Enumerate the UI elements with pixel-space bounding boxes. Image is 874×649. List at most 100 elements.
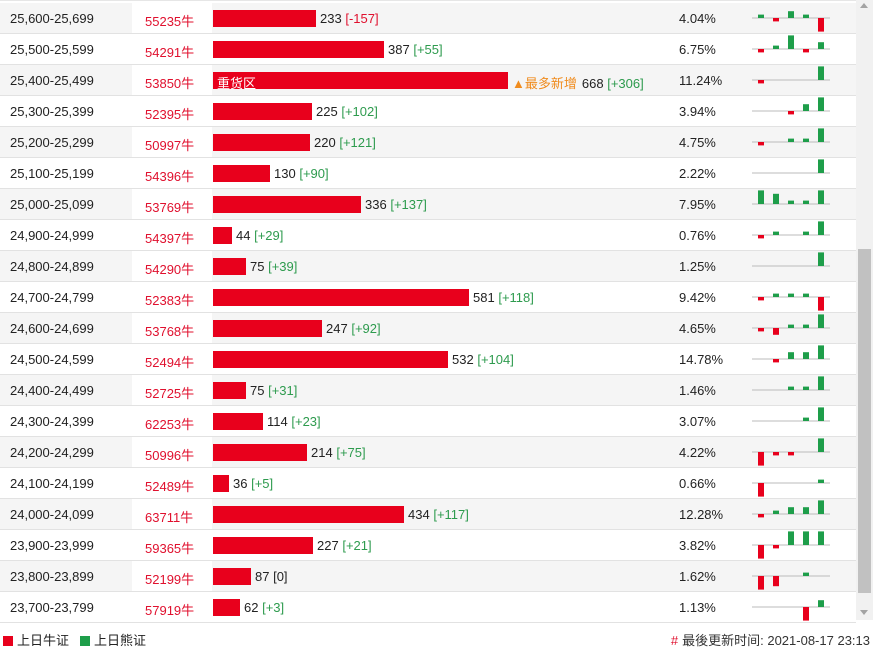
count-text: 227 [+21] — [317, 538, 372, 553]
count-change: [+23] — [291, 414, 321, 429]
table-row[interactable]: 23,700-23,799 57919牛 62 [+3] 1.13% — [0, 592, 856, 623]
count-text: 62 [+3] — [244, 600, 284, 615]
scroll-down-arrow-icon[interactable] — [860, 610, 868, 615]
table-row[interactable]: 24,300-24,399 62253牛 114 [+23] 3.07% — [0, 406, 856, 437]
legend-bull-label: 上日牛证 — [17, 633, 70, 648]
count-text: 44 [+29] — [236, 228, 283, 243]
warrant-code[interactable]: 53769牛 — [145, 200, 195, 215]
count-bar: 重货区 — [213, 72, 508, 91]
table-row[interactable]: 25,600-25,699 55235牛 233 [-157] 4.04% — [0, 3, 856, 34]
warrant-code[interactable]: 52199牛 — [145, 572, 195, 587]
trend-sparkline — [752, 293, 830, 311]
warrant-code[interactable]: 54396牛 — [145, 169, 195, 184]
code-cell: 57919牛 — [132, 592, 212, 622]
count-change: [+75] — [336, 445, 366, 460]
sparkline-bar — [818, 600, 824, 607]
count-value: 75 — [250, 383, 265, 398]
count-value: 227 — [317, 538, 339, 553]
percentage: 3.94% — [679, 104, 716, 119]
sparkline-bar — [818, 42, 824, 49]
scrollbar-thumb[interactable] — [858, 249, 871, 593]
table-row[interactable]: 23,800-23,899 52199牛 87 [0] 1.62% — [0, 561, 856, 592]
sparkline-bar — [758, 483, 764, 497]
table-row[interactable]: 24,100-24,199 52489牛 36 [+5] 0.66% — [0, 468, 856, 499]
price-range: 23,800-23,899 — [10, 569, 94, 584]
sparkline-bar — [803, 352, 809, 359]
count-bar — [213, 444, 307, 461]
percentage: 7.95% — [679, 197, 716, 212]
sparkline-bar — [818, 438, 824, 452]
count-change: [+137] — [390, 197, 427, 212]
count-change: [+31] — [268, 383, 298, 398]
table-row[interactable]: 24,800-24,899 54290牛 75 [+39] 1.25% — [0, 251, 856, 282]
sparkline-bar — [818, 314, 824, 328]
sparkline-bar — [788, 111, 794, 115]
warrant-code[interactable]: 59365牛 — [145, 541, 195, 556]
sparkline-bar — [773, 18, 779, 22]
table-row[interactable]: 25,200-25,299 50997牛 220 [+121] 4.75% — [0, 127, 856, 158]
scroll-up-arrow-icon[interactable] — [860, 3, 868, 8]
warrant-code[interactable]: 53850牛 — [145, 76, 195, 91]
warrant-code[interactable]: 54290牛 — [145, 262, 195, 277]
warrant-code[interactable]: 52494牛 — [145, 355, 195, 370]
sparkline-bar — [758, 297, 764, 301]
sparkline-bar — [803, 49, 809, 53]
table-row[interactable]: 23,900-23,999 59365牛 227 [+21] 3.82% — [0, 530, 856, 561]
warrant-code[interactable]: 55235牛 — [145, 14, 195, 29]
table-row[interactable]: 24,500-24,599 52494牛 532 [+104] 14.78% — [0, 344, 856, 375]
count-value: 36 — [233, 476, 248, 491]
trend-sparkline — [752, 97, 830, 115]
sparkline-bar — [803, 324, 809, 328]
legend-bear: 上日熊证 — [80, 630, 146, 649]
percentage: 14.78% — [679, 352, 724, 367]
sparkline-bar — [788, 386, 794, 390]
sparkline-bar — [758, 49, 764, 53]
warrant-code[interactable]: 52395牛 — [145, 107, 195, 122]
table-row[interactable]: 25,500-25,599 54291牛 387 [+55] 6.75% — [0, 34, 856, 65]
sparkline-bar — [773, 576, 779, 587]
price-range: 25,400-25,499 — [10, 73, 94, 88]
table-row[interactable]: 24,400-24,499 52725牛 75 [+31] 1.46% — [0, 375, 856, 406]
warrant-code[interactable]: 52489牛 — [145, 479, 195, 494]
vertical-scrollbar[interactable] — [856, 0, 873, 620]
warrant-code[interactable]: 54291牛 — [145, 45, 195, 60]
warrant-code[interactable]: 63711牛 — [145, 510, 194, 525]
sparkline-bar — [773, 452, 779, 456]
table-row[interactable]: 24,900-24,999 54397牛 44 [+29] 0.76% — [0, 220, 856, 251]
sparkline-bar — [758, 190, 764, 204]
count-value: 44 — [236, 228, 251, 243]
price-range: 25,000-25,099 — [10, 197, 94, 212]
warrant-code[interactable]: 52383牛 — [145, 293, 195, 308]
sparkline-bar — [803, 231, 809, 235]
table-row[interactable]: 25,000-25,099 53769牛 336 [+137] 7.95% — [0, 189, 856, 220]
table-row[interactable]: 25,400-25,499 53850牛 重货区 ▲最多新增 668 [+306] 11.… — [0, 65, 856, 96]
count-bar — [213, 506, 404, 523]
count-value: 87 — [255, 569, 270, 584]
warrant-code[interactable]: 53768牛 — [145, 324, 195, 339]
table-row[interactable]: 24,200-24,299 50996牛 214 [+75] 4.22% — [0, 437, 856, 468]
trend-sparkline — [752, 252, 830, 267]
table-row[interactable]: 25,300-25,399 52395牛 225 [+102] 3.94% — [0, 96, 856, 127]
warrant-code[interactable]: 52725牛 — [145, 386, 195, 401]
warrant-code[interactable]: 57919牛 — [145, 603, 195, 618]
warrant-code[interactable]: 54397牛 — [145, 231, 195, 246]
table-row[interactable]: 24,600-24,699 53768牛 247 [+92] 4.65% — [0, 313, 856, 344]
warrant-code[interactable]: 62253牛 — [145, 417, 195, 432]
trend-sparkline — [752, 66, 830, 84]
table-row[interactable]: 24,000-24,099 63711牛 434 [+117] 12.28% — [0, 499, 856, 530]
warrant-code[interactable]: 50997牛 — [145, 138, 195, 153]
percentage: 3.82% — [679, 538, 716, 553]
table-row[interactable]: 24,700-24,799 52383牛 581 [+118] 9.42% — [0, 282, 856, 313]
count-change: [+39] — [268, 259, 298, 274]
count-text: 214 [+75] — [311, 445, 366, 460]
percentage: 12.28% — [679, 507, 724, 522]
code-cell: 50997牛 — [132, 127, 212, 157]
sparkline-bar — [788, 452, 794, 456]
price-range: 24,400-24,499 — [10, 383, 94, 398]
price-range: 24,000-24,099 — [10, 507, 94, 522]
count-bar — [213, 320, 322, 337]
warrant-code[interactable]: 50996牛 — [145, 448, 195, 463]
sparkline-bar — [803, 572, 809, 576]
table-row[interactable]: 25,100-25,199 54396牛 130 [+90] 2.22% — [0, 158, 856, 189]
count-text: 247 [+92] — [326, 321, 381, 336]
